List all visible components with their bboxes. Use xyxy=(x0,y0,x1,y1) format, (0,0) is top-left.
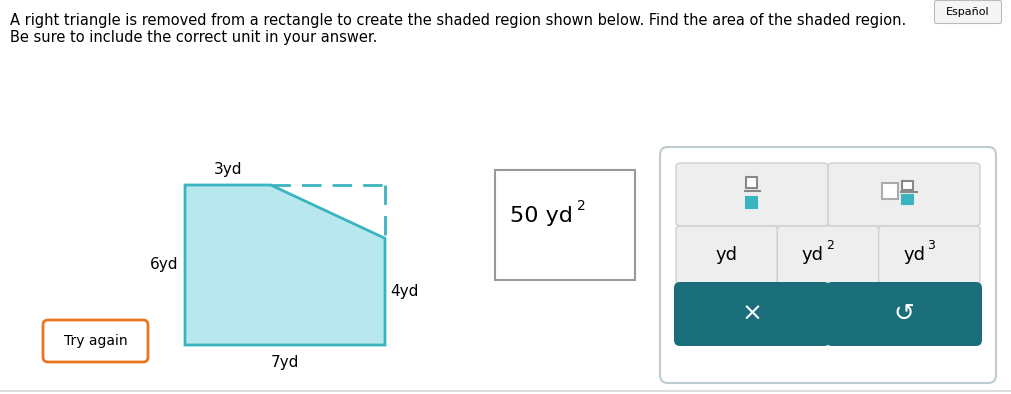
FancyBboxPatch shape xyxy=(879,226,980,284)
Bar xyxy=(745,197,756,208)
Text: Try again: Try again xyxy=(64,334,127,348)
Text: 2: 2 xyxy=(577,199,585,213)
Text: 7yd: 7yd xyxy=(271,355,299,370)
FancyBboxPatch shape xyxy=(777,226,879,284)
FancyBboxPatch shape xyxy=(676,163,828,226)
Text: 3: 3 xyxy=(927,238,935,251)
FancyBboxPatch shape xyxy=(43,320,148,362)
Bar xyxy=(882,182,898,199)
Text: 4yd: 4yd xyxy=(390,284,419,299)
FancyBboxPatch shape xyxy=(674,282,830,346)
Text: Be sure to include the correct unit in your answer.: Be sure to include the correct unit in y… xyxy=(10,30,377,45)
Text: 2: 2 xyxy=(826,238,834,251)
Text: ×: × xyxy=(741,302,762,326)
Text: yd: yd xyxy=(904,246,925,264)
FancyBboxPatch shape xyxy=(660,147,996,383)
Text: yd: yd xyxy=(802,246,824,264)
FancyBboxPatch shape xyxy=(676,226,777,284)
Text: Español: Español xyxy=(946,7,990,17)
Text: yd: yd xyxy=(716,246,738,264)
Text: 3yd: 3yd xyxy=(213,162,242,177)
Polygon shape xyxy=(185,185,385,345)
Bar xyxy=(745,177,756,188)
Bar xyxy=(902,195,913,203)
FancyBboxPatch shape xyxy=(826,282,982,346)
Text: ↺: ↺ xyxy=(894,302,915,326)
Text: A right triangle is removed from a rectangle to create the shaded region shown b: A right triangle is removed from a recta… xyxy=(10,13,906,28)
FancyBboxPatch shape xyxy=(828,163,980,226)
Bar xyxy=(902,180,913,190)
FancyBboxPatch shape xyxy=(934,0,1002,24)
Text: 6yd: 6yd xyxy=(150,258,178,273)
FancyBboxPatch shape xyxy=(495,170,635,280)
Text: 50 yd: 50 yd xyxy=(510,206,573,226)
